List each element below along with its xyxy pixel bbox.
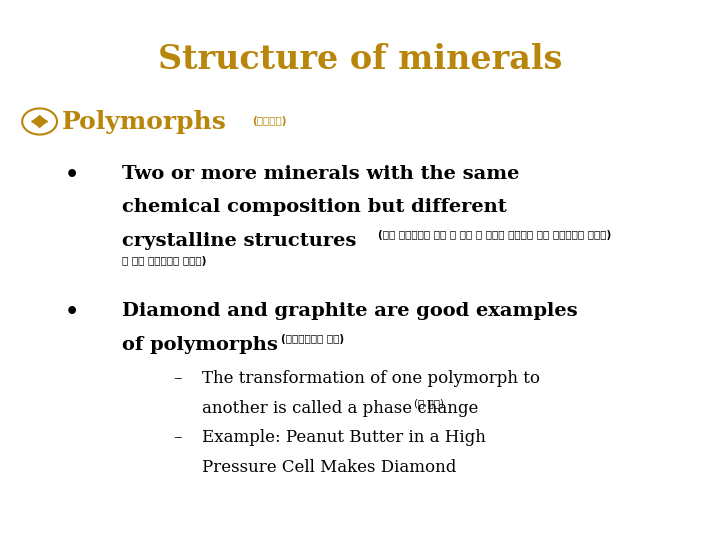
Text: Pressure Cell Makes Diamond: Pressure Cell Makes Diamond	[202, 459, 456, 476]
Text: Two or more minerals with the same: Two or more minerals with the same	[122, 165, 520, 183]
Polygon shape	[40, 117, 48, 126]
Text: crystalline structures: crystalline structures	[122, 232, 357, 249]
Polygon shape	[34, 122, 45, 127]
Text: Polymorphs: Polymorphs	[62, 110, 227, 133]
Text: The transformation of one polymorph to: The transformation of one polymorph to	[202, 370, 539, 387]
Polygon shape	[32, 117, 39, 126]
Polygon shape	[34, 116, 45, 121]
Text: Example: Peanut Butter in a High: Example: Peanut Butter in a High	[202, 429, 485, 446]
Text: (동질다상): (동질다상)	[253, 117, 287, 126]
Text: (다이아몬드와 흑연): (다이아몬드와 흑연)	[281, 334, 344, 344]
Text: chemical composition but different: chemical composition but different	[122, 198, 507, 216]
Text: 이 다른 결정구조를 갖는것): 이 다른 결정구조를 갖는것)	[122, 256, 207, 266]
Circle shape	[35, 118, 45, 125]
Text: of polymorphs: of polymorphs	[122, 336, 278, 354]
Text: •: •	[65, 302, 79, 322]
Text: •: •	[65, 165, 79, 185]
Text: –: –	[173, 429, 181, 446]
Text: –: –	[173, 370, 181, 387]
Text: Structure of minerals: Structure of minerals	[158, 43, 562, 76]
Text: (상 변이): (상 변이)	[414, 398, 444, 408]
Text: Diamond and graphite are good examples: Diamond and graphite are good examples	[122, 302, 578, 320]
Text: another is called a phase change: another is called a phase change	[202, 400, 478, 416]
Text: (같은 화학조성을 갖는 둘 혹은 그 이상의 광물들이 다른 결정구조를 갖는것): (같은 화학조성을 갖는 둘 혹은 그 이상의 광물들이 다른 결정구조를 갖는…	[378, 230, 611, 240]
